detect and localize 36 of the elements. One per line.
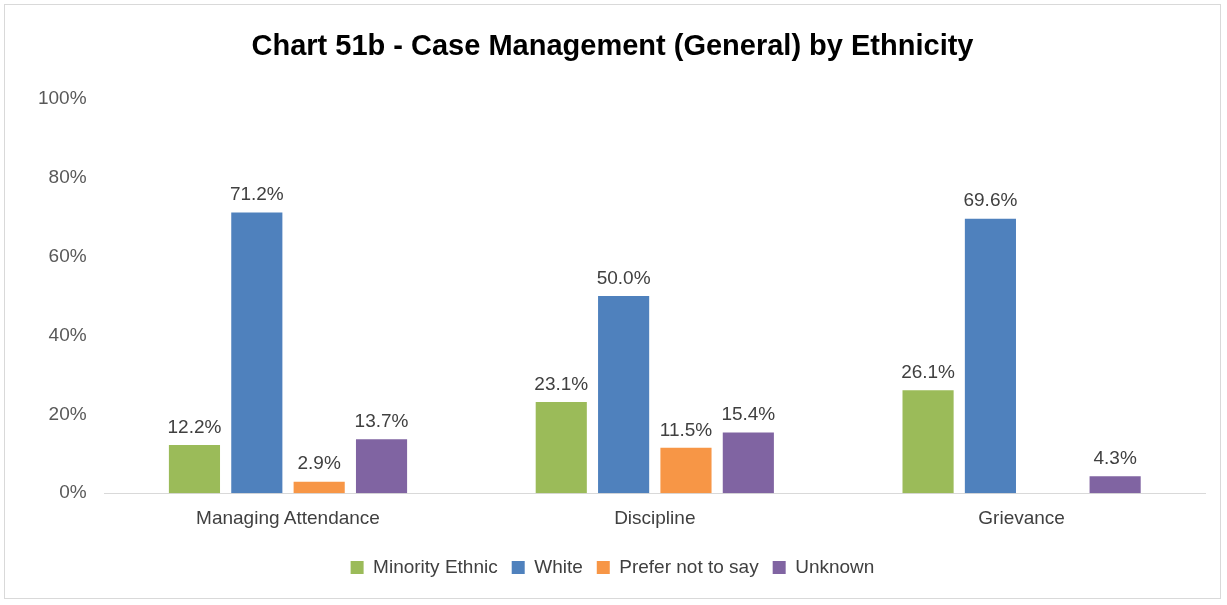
y-tick-label: 0% xyxy=(59,481,87,503)
y-tick-label: 60% xyxy=(48,244,87,266)
data-label: 15.4% xyxy=(721,403,776,425)
y-tick-label: 80% xyxy=(48,165,87,187)
bar xyxy=(660,447,712,494)
legend-label: Prefer not to say xyxy=(619,555,760,577)
bar xyxy=(168,445,221,494)
data-label: 2.9% xyxy=(297,452,341,474)
bar xyxy=(231,212,283,494)
legend-label: White xyxy=(534,555,583,577)
data-label: 13.7% xyxy=(354,409,409,431)
data-label: 71.2% xyxy=(229,183,284,205)
y-tick-label: 100% xyxy=(37,87,87,109)
bar xyxy=(1089,476,1141,494)
data-label: 23.1% xyxy=(534,372,589,394)
data-label: 12.2% xyxy=(167,415,222,437)
bar xyxy=(535,402,587,494)
x-tick-label: Managing Attendance xyxy=(196,506,380,528)
bar xyxy=(964,218,1016,494)
y-tick-label: 20% xyxy=(48,402,87,424)
legend-label: Minority Ethnic xyxy=(373,555,498,577)
y-tick-label: 40% xyxy=(48,323,87,345)
x-tick-label: Discipline xyxy=(614,506,696,528)
data-label: 4.3% xyxy=(1093,446,1137,468)
data-label: 26.1% xyxy=(901,361,956,382)
data-label: 50.0% xyxy=(596,266,651,288)
bar xyxy=(902,390,954,494)
bar xyxy=(355,439,408,494)
data-label: 11.5% xyxy=(659,418,713,440)
chart-title: Chart 51b - Case Management (General) by Ethnicity xyxy=(251,29,974,62)
data-label: 69.6% xyxy=(963,189,1018,211)
bar xyxy=(722,432,774,494)
legend-label: Unknown xyxy=(795,555,875,577)
bar xyxy=(293,481,345,494)
x-tick-label: Grievance xyxy=(978,506,1065,528)
bar xyxy=(598,296,650,494)
